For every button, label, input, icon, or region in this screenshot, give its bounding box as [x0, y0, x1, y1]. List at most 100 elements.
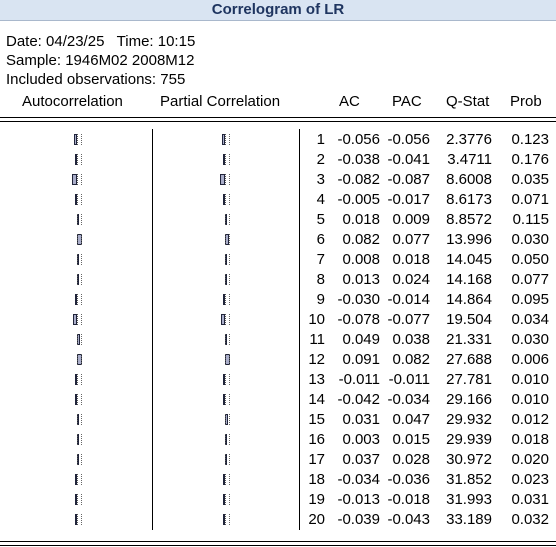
prob-cell: 0.030 [511, 331, 549, 348]
ac-cell: -0.082 [337, 171, 380, 188]
ac-cell: 0.049 [342, 331, 380, 348]
ac-confidence-bound [81, 154, 82, 165]
qstat-cell: 3.4711 [447, 151, 492, 168]
ac-confidence-bound [81, 494, 82, 505]
qstat-cell: 14.864 [446, 291, 492, 308]
qstat-cell: 8.8572 [446, 211, 492, 228]
qstat-cell: 30.972 [446, 451, 492, 468]
prob-cell: 0.010 [511, 391, 549, 408]
lag-cell: 10 [308, 311, 325, 328]
prob-cell: 0.006 [511, 351, 549, 368]
ac-bar [75, 394, 77, 405]
pac-zero-line [225, 274, 226, 285]
pac-cell: -0.034 [387, 391, 430, 408]
ac-bar [74, 134, 77, 145]
ac-cell: -0.011 [338, 371, 380, 388]
pac-bar [223, 194, 225, 205]
lag-cell: 3 [316, 171, 325, 188]
qstat-cell: 29.166 [446, 391, 492, 408]
lag-cell: 13 [308, 371, 325, 388]
ac-zero-line [77, 394, 78, 405]
ac-zero-line [77, 474, 78, 485]
pac-confidence-bound [229, 514, 230, 525]
pac-cell: 0.018 [392, 251, 430, 268]
lag-cell: 2 [316, 151, 325, 168]
prob-cell: 0.123 [511, 131, 549, 148]
ac-confidence-bound [81, 434, 82, 445]
footer-rule-bottom [0, 545, 556, 546]
ac-zero-line [77, 494, 78, 505]
ac-confidence-bound [81, 394, 82, 405]
pac-confidence-bound [229, 394, 230, 405]
pac-cell: -0.056 [387, 131, 430, 148]
pac-zero-line [225, 474, 226, 485]
pac-cell: -0.077 [387, 311, 430, 328]
pac-confidence-bound [229, 314, 230, 325]
ac-confidence-bound [81, 214, 82, 225]
ac-cell: 0.091 [342, 351, 380, 368]
pac-confidence-bound [229, 334, 230, 345]
ac-zero-line [77, 334, 78, 345]
ac-confidence-bound [81, 314, 82, 325]
pac-confidence-bound [229, 494, 230, 505]
pac-zero-line [225, 514, 226, 525]
header-rule-bottom [0, 121, 556, 122]
pac-zero-line [225, 294, 226, 305]
prob-cell: 0.176 [511, 151, 549, 168]
pac-cell: -0.036 [387, 471, 430, 488]
qstat-cell: 29.932 [446, 411, 492, 428]
pac-confidence-bound [229, 254, 230, 265]
pac-zero-line [225, 194, 226, 205]
ac-pac-divider [152, 129, 153, 530]
prob-cell: 0.115 [512, 211, 549, 228]
ac-bar [75, 494, 77, 505]
qstat-cell: 8.6173 [446, 191, 492, 208]
qstat-cell: 13.996 [446, 231, 492, 248]
ac-cell: -0.056 [337, 131, 380, 148]
ac-bar [75, 514, 77, 525]
ac-cell: -0.005 [337, 191, 380, 208]
pac-zero-line [225, 314, 226, 325]
observations-line: Included observations: 755 [6, 71, 186, 88]
lag-cell: 8 [316, 271, 325, 288]
lag-cell: 15 [308, 411, 325, 428]
pac-cell: -0.011 [388, 371, 430, 388]
pac-cell: 0.015 [392, 431, 430, 448]
pac-zero-line [225, 154, 226, 165]
pac-cell: 0.047 [392, 411, 430, 428]
ac-zero-line [77, 274, 78, 285]
qstat-cell: 2.3776 [446, 131, 492, 148]
pac-confidence-bound [229, 234, 230, 245]
ac-zero-line [77, 294, 78, 305]
ac-confidence-bound [81, 414, 82, 425]
pac-zero-line [225, 174, 226, 185]
prob-cell: 0.010 [511, 371, 549, 388]
qstat-cell: 27.688 [446, 351, 492, 368]
ac-bar [75, 194, 77, 205]
ac-zero-line [77, 174, 78, 185]
prob-cell: 0.018 [511, 431, 549, 448]
ac-zero-line [77, 194, 78, 205]
ac-bar [75, 474, 77, 485]
pac-cell: 0.077 [392, 231, 430, 248]
pac-confidence-bound [229, 454, 230, 465]
ac-cell: 0.013 [342, 271, 380, 288]
ac-confidence-bound [81, 294, 82, 305]
ac-zero-line [77, 354, 78, 365]
prob-cell: 0.030 [511, 231, 549, 248]
pac-zero-line [225, 214, 226, 225]
ac-cell: -0.038 [337, 151, 380, 168]
pac-bar [223, 294, 225, 305]
lag-cell: 6 [316, 231, 325, 248]
ac-zero-line [77, 134, 78, 145]
sample-line: Sample: 1946M02 2008M12 [6, 52, 195, 69]
ac-cell: 0.037 [342, 451, 380, 468]
graph-table-divider [299, 129, 300, 530]
qstat-cell: 31.993 [446, 491, 492, 508]
pac-confidence-bound [229, 134, 230, 145]
ac-zero-line [77, 414, 78, 425]
ac-confidence-bound [81, 334, 82, 345]
prob-cell: 0.050 [511, 251, 549, 268]
lag-cell: 18 [308, 471, 325, 488]
ac-confidence-bound [81, 254, 82, 265]
